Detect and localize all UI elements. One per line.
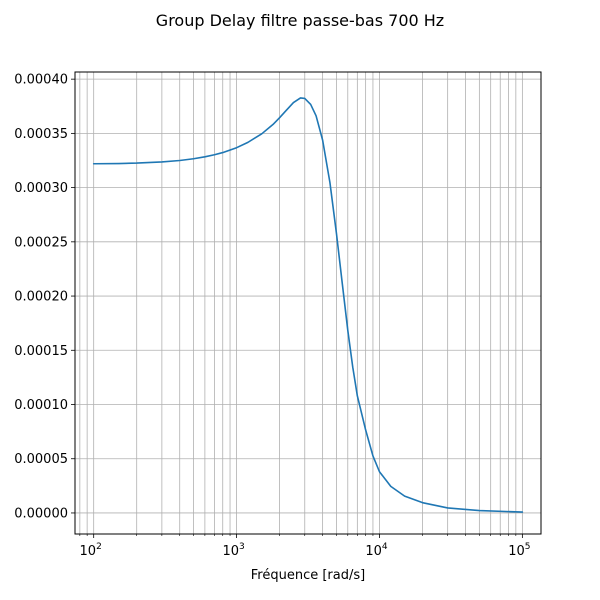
y-tick-label: 0.00025 (14, 235, 68, 250)
y-tick-label: 0.00015 (14, 344, 68, 359)
series-layer (92, 97, 524, 513)
plot-frame (74, 71, 542, 535)
y-tick-label: 0.00040 (14, 73, 68, 88)
y-tick-label: 0.00030 (14, 181, 68, 196)
y-tick-label: 0.00000 (14, 506, 68, 521)
x-axis-label: Fréquence [rad/s] (251, 568, 365, 583)
y-tick-label: 0.00005 (14, 452, 68, 467)
group-delay-line (92, 97, 524, 513)
chart-title: Group Delay filtre passe-bas 700 Hz (156, 11, 444, 30)
y-tick-label: 0.00010 (14, 398, 68, 413)
y-axis-ticks: 0.00000 0.00005 0.00010 0.00015 0.00020 0.000… (14, 73, 75, 521)
y-tick-label: 0.00020 (14, 290, 68, 305)
grid (75, 72, 541, 534)
x-axis-ticks: 102 103 104 105 (79, 534, 531, 559)
y-tick-label: 0.00035 (14, 127, 68, 142)
x-tick-label-exponent: 4 (382, 542, 388, 552)
x-tick-label-exponent: 2 (96, 542, 102, 552)
x-tick-label-exponent: 3 (239, 542, 245, 552)
x-tick-label-exponent: 5 (525, 542, 531, 552)
